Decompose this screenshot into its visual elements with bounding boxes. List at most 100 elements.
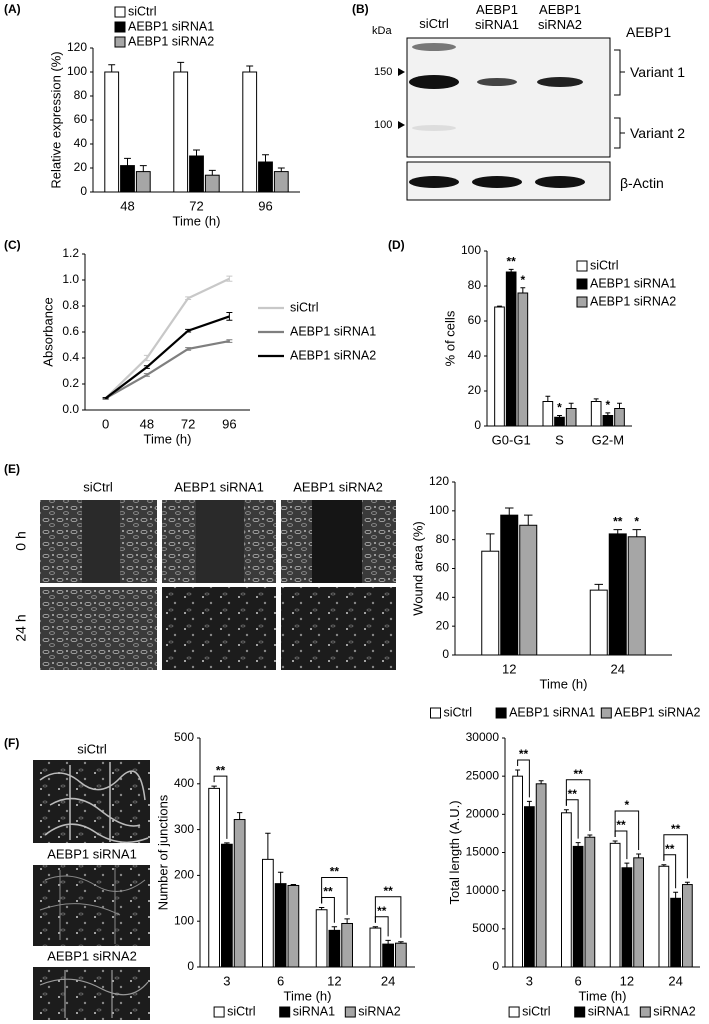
significance-label: ** (573, 767, 583, 781)
bar (565, 408, 577, 427)
bar (341, 922, 353, 968)
error-bar (593, 398, 599, 402)
wound-gap (312, 500, 362, 583)
protein-label: AEBP1 (626, 24, 672, 40)
error-bar (177, 61, 185, 72)
panel-label: (D) (388, 238, 405, 252)
y-tick-label: 0.4 (62, 350, 79, 364)
error-bar (385, 939, 391, 945)
micrograph (281, 587, 396, 670)
bar (258, 161, 273, 193)
significance-bracket (663, 834, 688, 879)
y-tick-label: 10000 (466, 883, 500, 897)
y-tick-label: 1.0 (62, 272, 79, 286)
bar (273, 171, 289, 193)
y-tick-label: 30000 (466, 730, 500, 744)
bar (395, 942, 407, 968)
y-tick-label: 0 (442, 647, 449, 661)
bar (120, 165, 135, 193)
legend-label: siRNA2 (358, 1004, 400, 1018)
y-tick-label: 0 (474, 418, 481, 432)
bar (572, 845, 584, 968)
error-bar (673, 891, 679, 899)
legend-label: AEBP1 siRNA1 (509, 705, 595, 719)
error-bar (624, 862, 630, 868)
bar (519, 524, 538, 656)
x-tick-label: 3 (223, 973, 230, 988)
lane-label: siCtrl (419, 16, 449, 31)
lane-label: AEBP1 siRNA2 (537, 2, 583, 32)
y-tick-label: 0.6 (62, 324, 79, 338)
legend-swatch (114, 21, 126, 33)
legend-label: siCtrl (590, 258, 618, 272)
significance-label: ** (323, 885, 333, 899)
y-tick-label: 400 (174, 776, 194, 790)
y-tick-label: 0.2 (62, 376, 79, 390)
bar (274, 883, 287, 968)
bar (233, 819, 246, 968)
significance-bracket (374, 896, 402, 938)
wound-gap (196, 500, 244, 583)
error-bar (538, 780, 544, 784)
blot-membrane (406, 37, 611, 158)
error-bar (331, 926, 338, 931)
y-tick-label: 200 (174, 868, 194, 882)
error-bar (563, 809, 569, 813)
image-label: AEBP1 siRNA1 (47, 846, 137, 861)
error-bar (613, 529, 622, 534)
bar (524, 806, 535, 968)
variant-bracket (614, 117, 625, 149)
bar (189, 155, 204, 193)
y-tick-label: 0 (187, 959, 194, 973)
bar (602, 415, 614, 427)
bar (481, 550, 500, 656)
x-tick-label: 96 (222, 416, 236, 431)
error-bar (587, 834, 593, 838)
tube-network (39, 762, 149, 844)
significance-bracket (565, 779, 591, 831)
significance-label: ** (568, 787, 578, 801)
x-tick-label: 6 (277, 973, 284, 988)
error-bar (486, 533, 495, 552)
error-bar (143, 365, 150, 369)
error-bar (143, 354, 150, 362)
legend-swatch (639, 1006, 651, 1018)
bar (590, 401, 602, 427)
y-tick-label: 1.2 (62, 246, 79, 260)
y-tick-label: 5000 (472, 921, 499, 935)
bar (287, 884, 300, 968)
bar (208, 787, 220, 968)
significance-label: * (605, 398, 610, 412)
legend-swatch (344, 1006, 356, 1018)
bar (512, 775, 523, 968)
bar (589, 589, 608, 656)
blot-band (535, 176, 585, 188)
error-bar (185, 328, 192, 333)
error-bar (224, 842, 230, 845)
significance-label: ** (383, 884, 393, 898)
marker-arrow (398, 68, 405, 76)
y-tick-label: 60 (436, 561, 450, 575)
blot-band (412, 125, 456, 131)
bar (500, 514, 519, 656)
x-axis-label: Time (h) (173, 213, 221, 228)
significance-label: ** (216, 763, 226, 777)
tube-network (39, 970, 149, 1018)
error-bar (545, 395, 551, 402)
y-tick-label: 0 (80, 184, 87, 198)
x-tick-label: 72 (189, 198, 203, 213)
legend-label: siCtrl (444, 705, 472, 719)
error-bar (290, 884, 297, 886)
significance-label: * (520, 273, 525, 287)
bar (242, 71, 258, 193)
legend-swatch (213, 1006, 225, 1018)
y-tick-label: 100 (461, 243, 481, 257)
error-bar (594, 583, 603, 591)
significance-label: ** (330, 865, 340, 879)
error-bar (505, 507, 514, 516)
bar (542, 401, 554, 427)
blot-band (412, 43, 456, 51)
bar (262, 858, 274, 968)
error-bar (557, 415, 562, 418)
